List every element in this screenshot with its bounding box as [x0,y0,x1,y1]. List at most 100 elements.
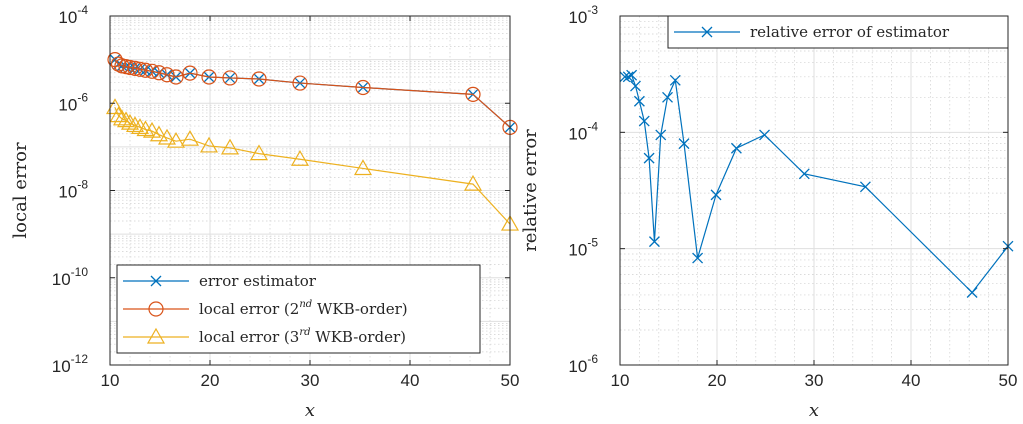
x-tick-label: 50 [999,371,1018,390]
x-axis-title: x [305,400,315,421]
y-tick-base: 10 [568,241,587,260]
y-tick-exponent: -5 [587,236,598,250]
series-line-estimator [624,74,1009,294]
data-point-wkb2 [201,69,217,85]
data-point-wkb3 [353,159,373,176]
y-axis-title: local error [10,142,31,239]
x-tick-label: 10 [611,371,630,390]
y-tick-exponent: -3 [587,3,598,17]
legend-label-text: relative error of estimator [750,23,950,41]
y-tick-base: 10 [568,357,587,376]
x-tick-label: 30 [805,371,824,390]
data-point-estimator [662,91,673,103]
y-tick-base: 10 [58,95,77,114]
y-tick-exponent: -6 [587,352,598,366]
data-point-wkb3 [109,106,128,123]
x-tick-label: 20 [708,371,727,390]
data-point-estimator [710,189,722,201]
data-point-estimator [626,69,638,81]
data-point-wkb2 [127,60,143,76]
legend: relative error of estimator [667,15,1009,49]
legend: error estimator local error (2nd WKB-orde… [116,264,481,354]
y-tick-label: 10-10 [52,265,89,289]
y-axis-title: relative error [520,129,541,252]
series-wkb2 [107,52,518,135]
legend-label: local error (2nd WKB-order) [199,299,408,318]
data-point-wkb2 [182,65,198,81]
data-point-estimator [638,115,650,127]
legend-label-text-end: WKB-order) [311,328,406,346]
data-point-estimator [619,71,631,83]
legend-marker-wkb3 [146,327,166,344]
legend-label-text: error estimator [199,272,317,290]
data-point-estimator [669,74,681,86]
data-point-estimator [692,252,704,264]
data-point-wkb2 [132,61,148,77]
data-point-estimator [678,138,690,150]
y-tick-base: 10 [568,8,587,27]
y-tick-exponent: -10 [71,265,89,279]
y-tick-base: 10 [58,183,77,202]
legend-marker-wkb2 [148,301,164,317]
data-point-wkb3 [130,118,150,134]
data-point-wkb3 [142,121,162,138]
data-point-wkb2 [151,65,167,81]
y-tick-exponent: -4 [587,119,598,133]
data-point-wkb2 [144,63,160,79]
data-point-estimator [798,168,810,180]
legend-label-text-end: WKB-order) [312,300,407,318]
data-point-wkb3 [290,150,310,166]
series-wkb3 [105,98,520,231]
data-point-wkb3 [180,129,200,146]
y-tick-exponent: -6 [77,90,88,104]
x-tick-label: 40 [902,371,921,390]
x-axis-title: x [809,400,819,421]
legend-label-text: local error (2 [199,300,299,318]
data-point-wkb3 [116,111,136,128]
y-tick-label: 10-6 [58,90,88,114]
data-point-estimator [630,80,641,92]
data-point-wkb2 [168,69,184,85]
legend-label-superscript: rd [299,327,310,338]
x-tick-label: 40 [401,371,420,390]
data-point-wkb2 [251,71,267,87]
data-point-wkb3 [220,138,240,155]
x-tick-label: 50 [501,371,520,390]
data-point-wkb3 [463,174,483,191]
y-tick-base: 10 [568,124,587,143]
data-point-wkb3 [149,125,169,142]
y-tick-exponent: -12 [71,352,89,366]
data-point-estimator [643,152,655,164]
series-estimator [619,69,1014,298]
legend-label-text: local error (3 [199,328,299,346]
data-point-wkb3 [112,109,132,126]
data-point-wkb2 [355,79,371,96]
y-tick-base: 10 [58,8,77,27]
data-point-wkb2 [159,67,175,83]
x-tick-label: 30 [301,371,320,390]
y-tick-label: 10-4 [58,3,88,27]
y-tick-label: 10-5 [568,236,598,260]
data-point-wkb3 [199,136,219,153]
data-point-wkb3 [157,128,177,145]
data-point-estimator [648,236,660,248]
x-tick-label: 20 [201,371,220,390]
data-point-wkb3 [166,131,186,148]
data-point-estimator [966,287,978,298]
data-point-estimator [655,129,667,141]
y-tick-label: 10-6 [568,352,598,376]
legend-label: error estimator [199,272,317,290]
legend-label-superscript: nd [299,299,312,310]
x-tick-label: 10 [101,371,120,390]
data-point-estimator [759,129,770,141]
data-point-wkb3 [249,144,269,161]
data-point-estimator [633,95,645,107]
data-point-wkb2 [465,86,481,102]
y-tick-label: 10-12 [52,352,89,376]
legend-marker-estimator [150,275,162,287]
